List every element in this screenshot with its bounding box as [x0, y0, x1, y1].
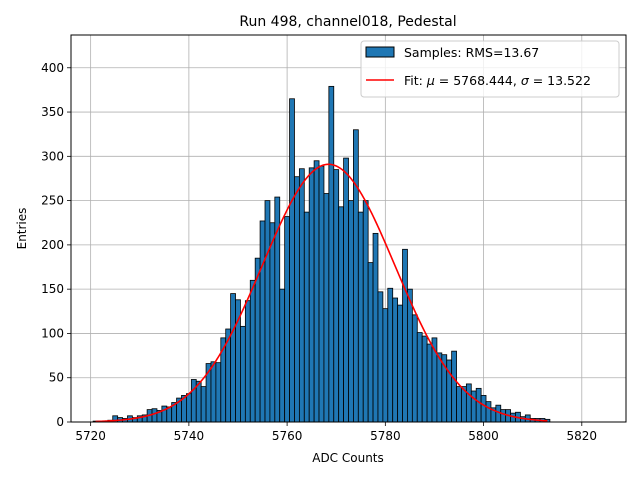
histogram-bar	[328, 85, 335, 423]
histogram-bar	[264, 200, 271, 423]
y-tick-label: 100	[41, 326, 64, 340]
y-tick-label: 150	[41, 282, 64, 296]
y-axis-label: Entries	[15, 208, 29, 250]
x-tick-label: 5740	[174, 429, 205, 443]
histogram-bar	[348, 200, 354, 423]
histogram-bar	[392, 297, 399, 423]
histogram-bar	[259, 220, 266, 423]
x-tick-label: 5820	[567, 429, 598, 443]
histogram-bar	[475, 387, 482, 423]
histogram-bar	[480, 395, 487, 423]
y-tick-label: 400	[41, 61, 64, 75]
x-tick-label: 5800	[468, 429, 499, 443]
histogram-bar	[353, 129, 359, 423]
y-axis-ticks: 0 50 100 150 200 250 300 350 400	[41, 61, 71, 429]
histogram-bar	[303, 211, 310, 423]
histogram-bar	[318, 165, 325, 423]
legend-samples-swatch	[365, 46, 395, 58]
histogram-bar	[436, 352, 443, 423]
histogram-bar	[313, 160, 320, 423]
histogram-bar	[210, 361, 217, 423]
y-tick-label: 350	[41, 105, 64, 119]
grid-lines	[71, 35, 626, 423]
histogram-bar	[343, 157, 349, 423]
x-tick-label: 5760	[272, 429, 303, 443]
x-axis-ticks: 5720 5740 5760 5780 5800 5820	[75, 422, 597, 443]
histogram-bar	[382, 308, 389, 423]
histogram-bar	[416, 332, 423, 423]
histogram-bar	[308, 167, 315, 423]
histogram-bar	[323, 193, 330, 423]
y-tick-label: 300	[41, 149, 64, 163]
histogram-bar	[151, 408, 158, 423]
x-tick-label: 5720	[75, 429, 106, 443]
histogram-bar	[387, 287, 394, 423]
plot-area-frame	[70, 34, 627, 423]
histogram-bar	[200, 386, 207, 423]
y-tick-label: 50	[49, 371, 64, 385]
histogram-bar	[244, 300, 251, 423]
chart-title: Run 498, channel018, Pedestal	[239, 14, 456, 30]
histogram-bar	[279, 288, 286, 423]
histogram-bar	[230, 293, 236, 423]
histogram-bar	[362, 200, 369, 423]
histogram-bar	[240, 325, 246, 423]
histogram-bar	[269, 222, 276, 423]
histogram-bar	[357, 211, 364, 423]
x-axis-label: ADC Counts	[312, 451, 384, 465]
x-tick-label: 5780	[370, 429, 401, 443]
histogram-bar	[338, 206, 344, 423]
histogram-bars	[92, 85, 551, 423]
histogram-bar	[407, 288, 413, 423]
histogram-bar	[421, 335, 428, 423]
histogram-bar	[249, 279, 256, 423]
histogram-bar	[186, 393, 192, 423]
legend-box	[360, 40, 620, 98]
legend-fit-label: Fit: μ = 5768.444, σ = 13.522	[404, 73, 591, 88]
histogram-bar	[294, 176, 300, 423]
histogram-bar	[426, 343, 433, 423]
histogram-bar	[451, 350, 457, 423]
histogram-bar	[215, 362, 222, 423]
y-tick-label: 0	[56, 415, 64, 429]
histogram-bar	[195, 380, 202, 423]
legend: Samples: RMS=13.67 Fit: μ = 5768.444, σ …	[360, 40, 620, 98]
histogram-bar	[367, 262, 374, 423]
histogram-bar	[190, 379, 197, 423]
histogram-bar	[500, 409, 507, 423]
histogram-bar	[284, 216, 290, 423]
histogram-bar	[298, 168, 305, 423]
legend-samples-label: Samples: RMS=13.67	[404, 45, 539, 60]
histogram-bar	[470, 390, 477, 423]
histogram-bar	[456, 386, 462, 423]
histogram-bar	[372, 232, 379, 423]
histogram-bar	[254, 257, 261, 423]
histogram-bar	[465, 383, 472, 423]
histogram-bar	[289, 98, 295, 423]
y-tick-label: 250	[41, 194, 64, 208]
histogram-bar	[333, 169, 340, 423]
fit-curve	[95, 163, 548, 423]
histogram-bar	[397, 304, 403, 423]
histogram-bar	[402, 248, 408, 423]
histogram-bar	[411, 314, 418, 423]
y-tick-label: 200	[41, 238, 64, 252]
histogram-bar	[485, 401, 492, 423]
histogram-bar	[377, 291, 384, 423]
